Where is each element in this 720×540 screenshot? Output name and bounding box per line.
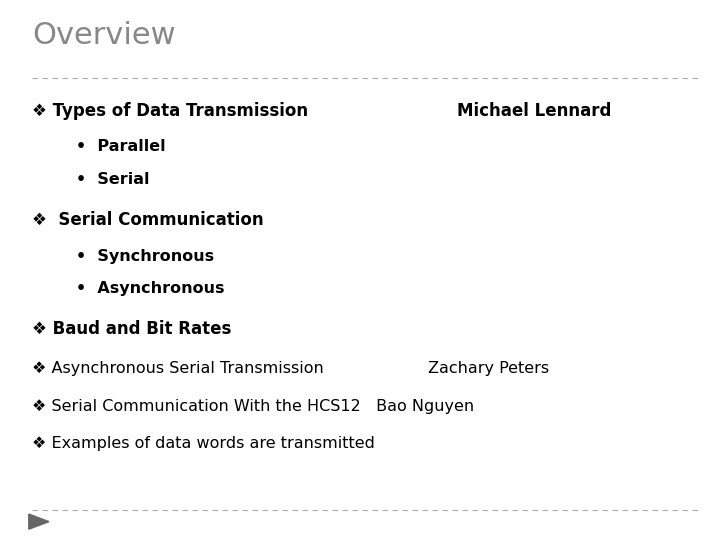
Text: Overview: Overview xyxy=(32,21,176,50)
Text: ❖  Serial Communication: ❖ Serial Communication xyxy=(32,211,264,230)
Text: •  Serial: • Serial xyxy=(76,172,149,187)
Text: •  Synchronous: • Synchronous xyxy=(76,249,214,264)
Text: ❖ Asynchronous Serial Transmission: ❖ Asynchronous Serial Transmission xyxy=(32,361,324,376)
Text: •  Asynchronous: • Asynchronous xyxy=(76,281,224,296)
Text: ❖ Types of Data Transmission: ❖ Types of Data Transmission xyxy=(32,102,309,120)
Text: ❖ Baud and Bit Rates: ❖ Baud and Bit Rates xyxy=(32,320,232,339)
Text: Michael Lennard: Michael Lennard xyxy=(457,102,611,120)
Text: ❖ Examples of data words are transmitted: ❖ Examples of data words are transmitted xyxy=(32,436,375,451)
Text: Zachary Peters: Zachary Peters xyxy=(428,361,549,376)
Text: ❖ Serial Communication With the HCS12   Bao Nguyen: ❖ Serial Communication With the HCS12 Ba… xyxy=(32,399,474,414)
Text: •  Parallel: • Parallel xyxy=(76,139,165,154)
Polygon shape xyxy=(29,514,49,529)
